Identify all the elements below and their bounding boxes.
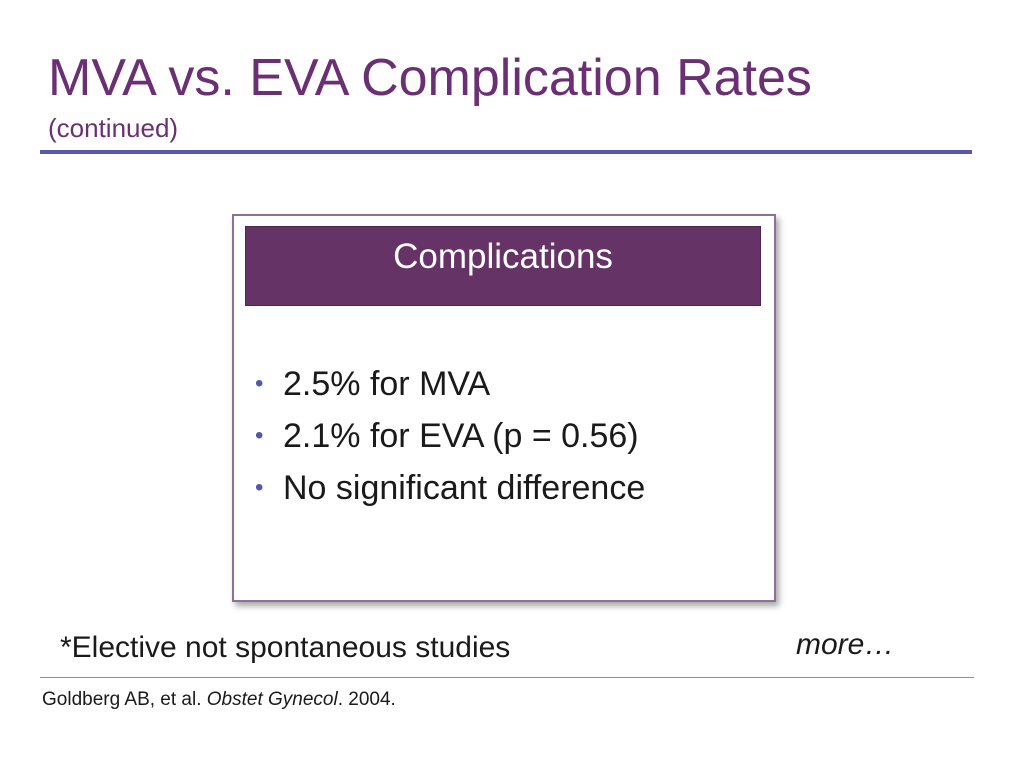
citation-journal: Obstet Gynecol [206, 689, 338, 710]
bullet-text: No significant difference [283, 469, 646, 507]
slide-title: MVA vs. EVA Complication Rates [48, 49, 812, 107]
bullet-item: • No significant difference [255, 462, 645, 514]
bullet-icon: • [255, 474, 264, 501]
bullet-icon: • [255, 370, 264, 397]
complications-bullet-list: • 2.5% for MVA • 2.1% for EVA (p = 0.56) •… [255, 358, 645, 514]
bullet-text: 2.5% for MVA [283, 365, 491, 403]
bullet-item: • 2.1% for EVA (p = 0.56) [255, 410, 645, 462]
citation-authors: Goldberg AB, et al. [42, 689, 207, 710]
panel-header-label: Complications [393, 237, 613, 276]
footnote: *Elective not spontaneous studies [60, 631, 511, 664]
more-link[interactable]: more… [796, 628, 895, 661]
bullet-icon: • [255, 422, 264, 449]
footer-divider [40, 677, 974, 678]
bullet-item: • 2.5% for MVA [255, 358, 645, 410]
citation: Goldberg AB, et al. Obstet Gynecol. 2004… [42, 688, 396, 712]
bullet-text: 2.1% for EVA (p = 0.56) [283, 417, 639, 455]
citation-year: . 2004. [337, 689, 396, 710]
title-divider [40, 150, 972, 154]
slide-subtitle: (continued) [48, 113, 179, 143]
complications-panel-header: Complications [245, 226, 761, 306]
